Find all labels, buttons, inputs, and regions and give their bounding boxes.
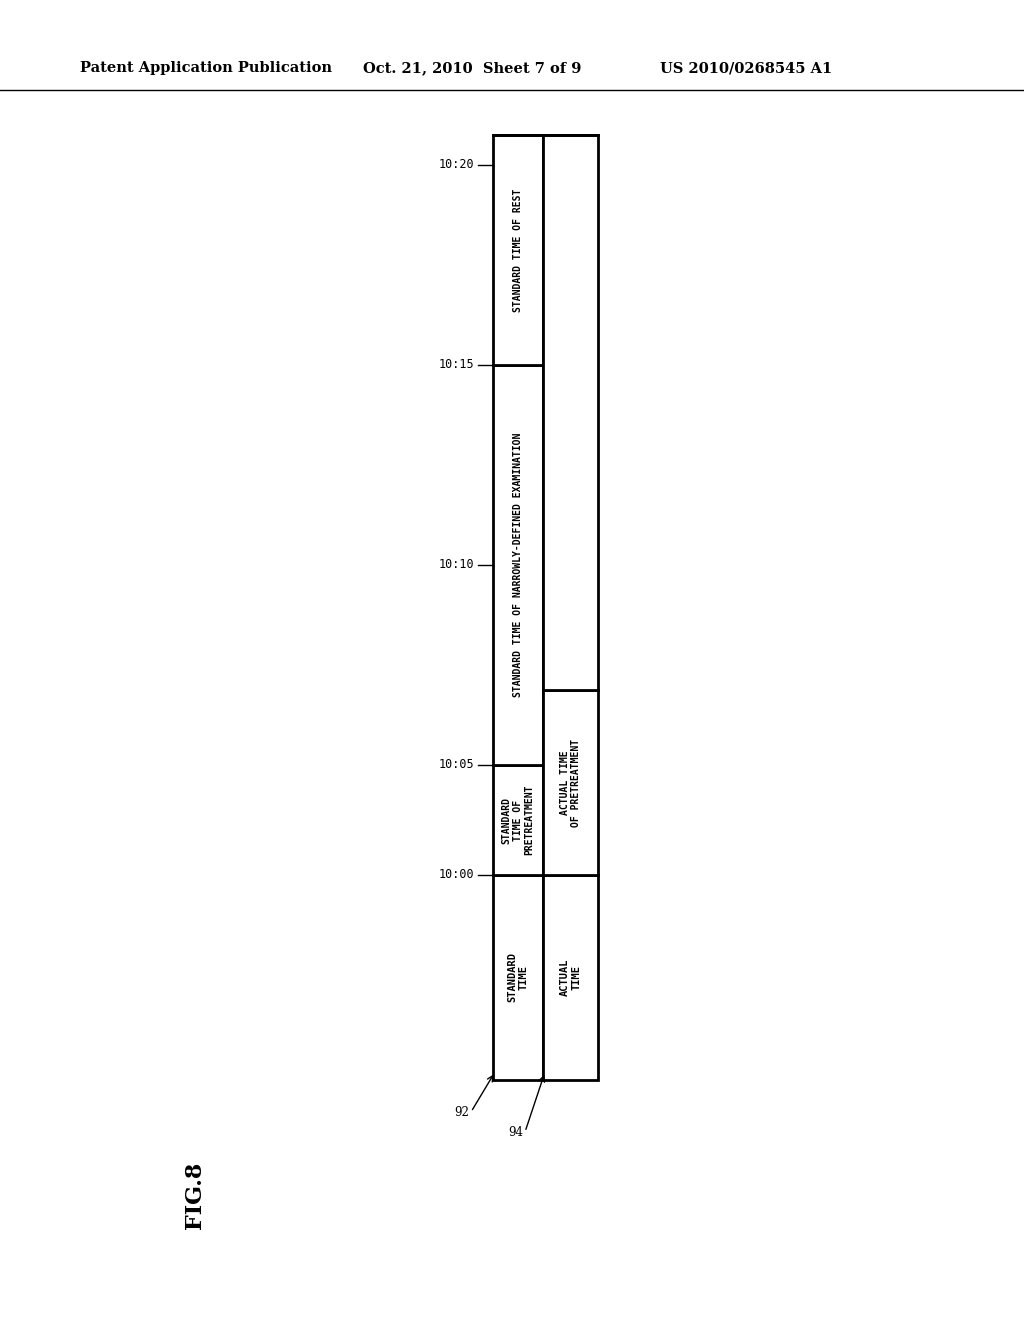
Text: STANDARD TIME OF NARROWLY-DEFINED EXAMINATION: STANDARD TIME OF NARROWLY-DEFINED EXAMIN… [513, 433, 523, 697]
Bar [543, 135, 598, 690]
Bar [493, 366, 543, 766]
Bar [543, 690, 598, 875]
Text: 10:00: 10:00 [438, 869, 474, 882]
Text: 10:10: 10:10 [438, 558, 474, 572]
Text: US 2010/0268545 A1: US 2010/0268545 A1 [660, 61, 833, 75]
Bar [543, 875, 598, 1080]
Text: 92: 92 [454, 1106, 469, 1118]
Text: 10:15: 10:15 [438, 359, 474, 371]
Text: STANDARD TIME OF REST: STANDARD TIME OF REST [513, 189, 523, 312]
Text: STANDARD
TIME OF
PRETREATMENT: STANDARD TIME OF PRETREATMENT [502, 785, 535, 855]
Text: STANDARD
TIME: STANDARD TIME [507, 953, 528, 1002]
Text: ACTUAL
TIME: ACTUAL TIME [560, 958, 582, 997]
Bar [493, 875, 543, 1080]
Text: Patent Application Publication: Patent Application Publication [80, 61, 332, 75]
Text: FIG.8: FIG.8 [184, 1162, 206, 1229]
Text: ACTUAL TIME
OF PRETREATMENT: ACTUAL TIME OF PRETREATMENT [560, 738, 582, 826]
Text: 94: 94 [508, 1126, 523, 1138]
Text: 10:20: 10:20 [438, 158, 474, 172]
Text: Oct. 21, 2010  Sheet 7 of 9: Oct. 21, 2010 Sheet 7 of 9 [362, 61, 582, 75]
Bar [493, 766, 543, 875]
Bar [493, 135, 543, 366]
Text: 10:05: 10:05 [438, 759, 474, 771]
